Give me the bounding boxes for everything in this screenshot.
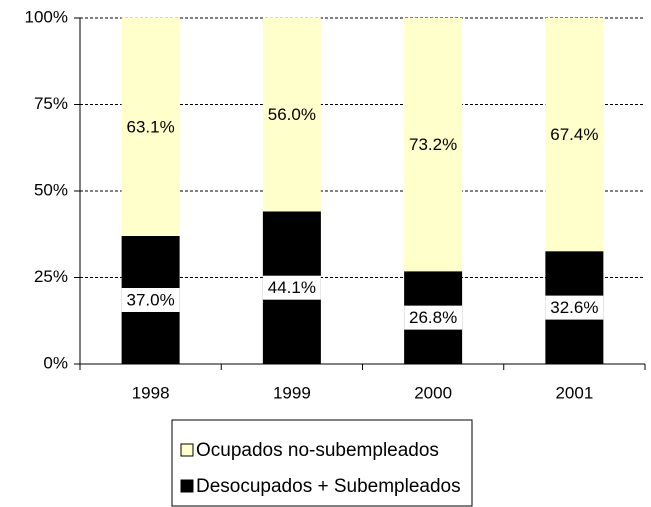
label-background (262, 275, 321, 300)
data-label: 56.0% (268, 105, 316, 124)
label-background (404, 305, 463, 330)
legend-swatch (180, 479, 194, 493)
bar-segment (262, 17, 321, 212)
y-tick-label: 100% (25, 7, 68, 26)
x-tick-label: 2001 (555, 383, 593, 402)
data-label: 32.6% (550, 298, 598, 317)
data-label: 44.1% (268, 278, 316, 297)
x-tick-label: 1998 (132, 383, 170, 402)
y-tick-label: 50% (34, 180, 68, 199)
legend-label: Desocupados + Subempleados (196, 476, 461, 497)
y-tick-label: 25% (34, 267, 68, 286)
bar-segment (404, 18, 463, 272)
x-tick-label: 2000 (414, 383, 452, 402)
data-label: 26.8% (409, 308, 457, 327)
data-label: 67.4% (550, 125, 598, 144)
data-label: 63.1% (127, 117, 175, 136)
label-background (545, 295, 604, 320)
data-label: 37.0% (127, 290, 175, 309)
y-tick-label: 0% (43, 353, 68, 372)
y-tick-label: 75% (34, 94, 68, 113)
legend-swatch (180, 443, 194, 457)
bar-segment (545, 18, 604, 252)
x-tick-label: 1999 (273, 383, 311, 402)
label-background (121, 287, 180, 312)
bar-segment (121, 17, 180, 236)
data-label: 73.2% (409, 135, 457, 154)
legend-box (171, 419, 473, 507)
legend-label: Ocupados no-subempleados (196, 440, 439, 461)
